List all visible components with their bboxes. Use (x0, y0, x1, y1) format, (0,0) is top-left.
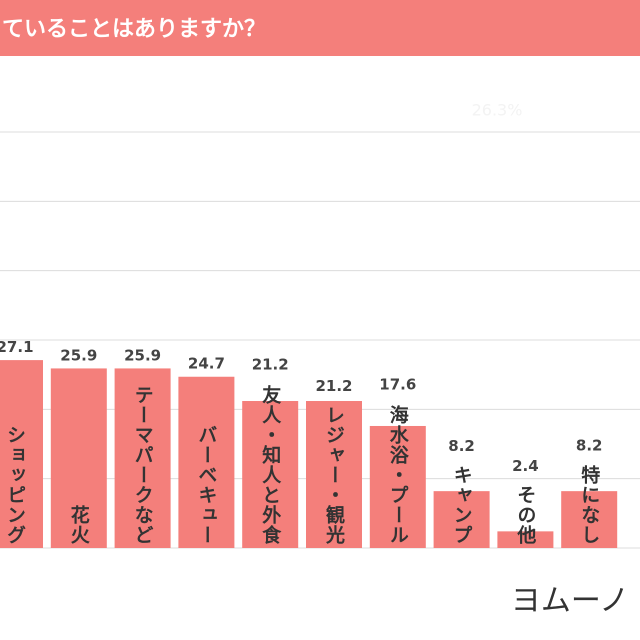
bar (114, 368, 171, 548)
value-label: 25.9 (124, 346, 161, 364)
bar (497, 531, 554, 548)
logo: ヨムーノ (511, 584, 629, 619)
value-label: 17.6 (379, 376, 416, 394)
value-label: 24.7 (188, 355, 225, 373)
value-label: 21.2 (252, 356, 289, 374)
bar (0, 360, 43, 548)
bar (178, 376, 235, 548)
value-label: 25.9 (60, 346, 97, 364)
category-label: 花火 (68, 504, 90, 545)
category-label: キャンプ (451, 465, 473, 545)
category-label: レジャー・観光 (323, 405, 346, 545)
category-label: バーベキュー (195, 425, 217, 545)
title-bar (0, 0, 640, 56)
bar (561, 491, 618, 548)
bar (50, 368, 107, 548)
category-label: ショッピング (4, 425, 26, 545)
bars: ショッピング 27.1 花火 25.9 テーマパークなど 25.9 バーベキュー 24.7 友人… (0, 338, 618, 548)
chart-title: ていることはありますか？ (2, 17, 266, 42)
bar (306, 401, 362, 548)
value-label: 8.2 (576, 437, 603, 455)
value-label: 27.1 (0, 338, 34, 356)
category-label: 友人・知人と外食 (259, 384, 281, 545)
bar (242, 401, 299, 548)
category-label: その他 (514, 485, 537, 545)
category-label: 特になし (578, 465, 600, 545)
bar (369, 425, 426, 548)
value-label: 8.2 (448, 437, 475, 455)
category-label: テーマパークなど (132, 385, 154, 545)
bar (433, 491, 490, 548)
category-label: 海水浴・プール (387, 404, 409, 545)
value-label: 2.4 (512, 457, 539, 475)
annotation: 26.3% (472, 101, 523, 120)
value-label: 21.2 (315, 377, 352, 395)
